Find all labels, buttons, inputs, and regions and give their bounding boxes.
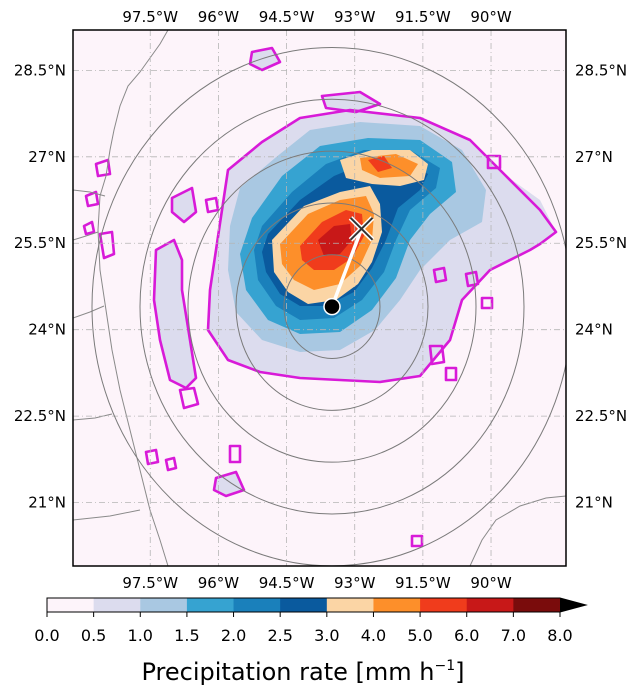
lon-tick-label: 90°W — [470, 8, 512, 26]
colorbar-tick-label: 7.0 — [501, 626, 526, 645]
lon-tick-label: 96°W — [198, 8, 240, 26]
lat-tick-label: 27°N — [575, 148, 613, 166]
colorbar-segment — [233, 598, 281, 612]
colorbar-segment — [373, 598, 421, 612]
colorbar-tick-label: 1.0 — [128, 626, 153, 645]
lat-tick-label: 25.5°N — [575, 234, 627, 252]
map-panel — [72, 29, 567, 567]
colorbar-tick-label: 2.5 — [267, 626, 292, 645]
lon-tick-label: 90°W — [470, 574, 512, 592]
colorbar: 0.0 0.5 1.0 1.5 2.0 2.5 3.0 4.0 5.0 6.0 7.0 8.0 Pre… — [34, 597, 588, 686]
lon-tick-label: 91.5°W — [395, 8, 451, 26]
lat-tick-label: 22.5°N — [14, 407, 66, 425]
lat-tick-label: 28.5°N — [575, 61, 627, 79]
colorbar-tick-label: 3.0 — [314, 626, 339, 645]
range-rings — [91, 47, 566, 566]
colorbar-label: Precipitation rate [mm h−1] — [142, 658, 465, 686]
colorbar-segment — [466, 598, 514, 612]
range-ring — [283, 254, 381, 359]
colorbar-segment — [420, 598, 468, 612]
lon-tick-label: 93°W — [334, 8, 376, 26]
colorbar-tick-labels: 0.0 0.5 1.0 1.5 2.0 2.5 3.0 4.0 5.0 6.0 7.0 8.0 — [34, 612, 573, 645]
lon-tick-label: 97.5°W — [122, 8, 178, 26]
lat-tick-label: 24°N — [28, 321, 66, 339]
colorbar-segments — [46, 597, 588, 613]
lon-tick-label: 94.5°W — [259, 574, 315, 592]
colorbar-segment — [47, 598, 95, 612]
range-ring — [187, 150, 477, 463]
colorbar-segment — [513, 598, 561, 612]
lat-tick-label: 28.5°N — [14, 61, 66, 79]
lon-tick-label: 94.5°W — [259, 8, 315, 26]
colorbar-tick-label: 5.0 — [407, 626, 432, 645]
lon-tick-label: 91.5°W — [395, 574, 451, 592]
shear-vector — [330, 228, 364, 308]
lat-tick-label: 21°N — [575, 494, 613, 512]
colorbar-segment — [326, 598, 374, 612]
lat-tick-label: 27°N — [28, 148, 66, 166]
shear-vector-group — [323, 216, 375, 316]
colorbar-tick-label: 8.0 — [547, 626, 572, 645]
colorbar-extend-arrow — [560, 598, 586, 612]
lon-tick-labels-top: 97.5°W 96°W 94.5°W 93°W 91.5°W 90°W — [122, 8, 512, 26]
lon-tick-labels-bottom: 97.5°W 96°W 94.5°W 93°W 91.5°W 90°W — [122, 574, 512, 592]
lon-tick-label: 96°W — [198, 574, 240, 592]
lat-tick-label: 24°N — [575, 321, 613, 339]
coastline — [73, 30, 566, 566]
precip-layer-6.0 — [318, 224, 352, 256]
range-ring — [139, 98, 525, 515]
colorbar-segment — [140, 598, 188, 612]
lon-tick-label: 93°W — [334, 574, 376, 592]
storm-center-marker — [323, 297, 341, 316]
map-frame — [72, 29, 567, 567]
colorbar-tick-label: 2.0 — [221, 626, 246, 645]
colorbar-segment — [93, 598, 141, 612]
colorbar-tick-label: 0.5 — [81, 626, 106, 645]
colorbar-outline — [46, 597, 588, 613]
colorbar-tick-label: 1.5 — [174, 626, 199, 645]
colorbar-segment — [280, 598, 328, 612]
lat-tick-labels-left: 28.5°N 27°N 25.5°N 24°N 22.5°N 21°N — [14, 61, 66, 511]
lat-tick-label: 25.5°N — [14, 234, 66, 252]
lat-tick-labels-right: 28.5°N 27°N 25.5°N 24°N 22.5°N 21°N — [575, 61, 627, 511]
colorbar-tick-label: 6.0 — [454, 626, 479, 645]
colorbar-segment — [186, 598, 235, 612]
colorbar-tick-label: 4.0 — [361, 626, 386, 645]
lat-tick-label: 21°N — [28, 494, 66, 512]
lat-tick-label: 22.5°N — [575, 407, 627, 425]
colorbar-tick-label: 0.0 — [34, 626, 59, 645]
lon-tick-label: 97.5°W — [122, 574, 178, 592]
range-ring — [235, 202, 429, 411]
shear-end-marker — [348, 216, 375, 242]
